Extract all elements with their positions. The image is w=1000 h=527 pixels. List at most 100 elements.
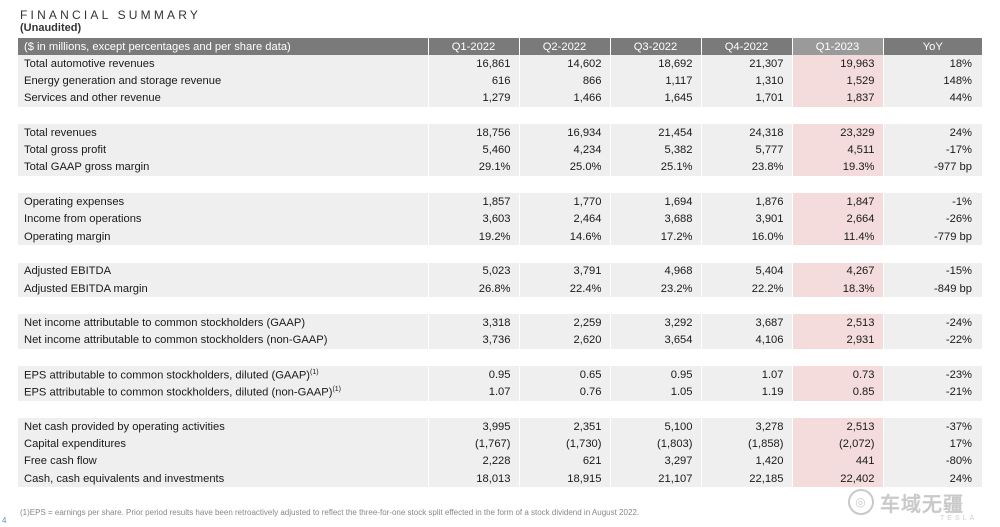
yoy-cell: -37%: [882, 418, 982, 436]
row-label-text: Income from operations: [24, 213, 142, 226]
q1-2023-cell: 0.85: [791, 383, 883, 401]
quarter-value-cell: 2,351: [518, 418, 610, 436]
q1-2023-cell: 2,513: [791, 418, 883, 436]
row-label: Adjusted EBITDA margin: [18, 279, 428, 298]
table-row: EPS attributable to common stockholders,…: [18, 383, 982, 401]
quarter-value-cell: 5,460: [427, 141, 519, 159]
quarter-value-cell: 3,292: [609, 314, 701, 332]
quarter-value-cell: 16,861: [427, 55, 519, 73]
table-spacer-row: [18, 106, 982, 125]
row-label-text: Total automotive revenues: [24, 57, 155, 70]
table-row: Net cash provided by operating activitie…: [18, 418, 982, 436]
row-label: Operating margin: [18, 227, 428, 246]
row-label: EPS attributable to common stockholders,…: [18, 366, 428, 384]
quarter-value-cell: 18,915: [518, 470, 610, 488]
spacer-cell: [18, 176, 982, 194]
table-row: Total automotive revenues 16,861 14,602 18,…: [18, 55, 982, 73]
row-label: Total automotive revenues: [18, 55, 428, 73]
watermark-logo-icon: ◎: [848, 489, 874, 515]
quarter-value-cell: 23.8%: [700, 158, 792, 177]
yoy-cell: -24%: [882, 314, 982, 332]
quarter-value-cell: 14,602: [518, 55, 610, 73]
quarter-value-cell: 21,107: [609, 470, 701, 488]
quarter-value-cell: (1,730): [518, 435, 610, 453]
page-title: FINANCIAL SUMMARY: [20, 8, 202, 22]
quarter-value-cell: 4,968: [609, 262, 701, 280]
yoy-cell: 17%: [882, 435, 982, 453]
quarter-value-cell: (1,858): [700, 435, 792, 453]
row-label-text: Adjusted EBITDA margin: [24, 282, 148, 295]
quarter-value-cell: 21,454: [609, 124, 701, 142]
header-yoy: YoY: [882, 38, 982, 55]
q1-2023-cell: (2,072): [791, 435, 883, 453]
footnote-marker: (1): [332, 385, 341, 393]
quarter-value-cell: 1.07: [700, 366, 792, 384]
quarter-value-cell: 19.2%: [427, 227, 519, 246]
quarter-value-cell: (1,767): [427, 435, 519, 453]
table-spacer-row: [18, 349, 982, 367]
quarter-value-cell: 1.19: [700, 383, 792, 401]
quarter-value-cell: 26.8%: [427, 279, 519, 298]
quarter-value-cell: 21,307: [700, 55, 792, 73]
q1-2023-cell: 2,513: [791, 314, 883, 332]
row-label-text: EPS attributable to common stockholders,…: [24, 386, 333, 399]
yoy-cell: 18%: [882, 55, 982, 73]
row-label: Total gross profit: [18, 141, 428, 159]
yoy-cell: 148%: [882, 72, 982, 90]
table-row: Total revenues 18,756 16,934 21,454 24,318 23…: [18, 124, 982, 142]
yoy-cell: -17%: [882, 141, 982, 159]
table-row: Total GAAP gross margin 29.1% 25.0% 25.1% 23…: [18, 158, 982, 177]
spacer-cell: [18, 245, 982, 263]
quarter-value-cell: 25.1%: [609, 158, 701, 177]
table-row: Adjusted EBITDA margin 26.8% 22.4% 23.2% 22.…: [18, 279, 982, 298]
row-label: Income from operations: [18, 210, 428, 228]
quarter-value-cell: 2,259: [518, 314, 610, 332]
row-label-text: Net income attributable to common stockh…: [24, 334, 328, 347]
quarter-value-cell: 2,228: [427, 452, 519, 471]
quarter-value-cell: 3,278: [700, 418, 792, 436]
row-label-text: EPS attributable to common stockholders,…: [24, 369, 311, 382]
row-label-text: Capital expenditures: [24, 438, 126, 451]
quarter-value-cell: 18,692: [609, 55, 701, 73]
row-label-text: Cash, cash equivalents and investments: [24, 472, 225, 485]
quarter-value-cell: 1,117: [609, 72, 701, 90]
quarter-value-cell: 3,791: [518, 262, 610, 280]
table-spacer-row: [18, 245, 982, 263]
table-row: Income from operations 3,603 2,464 3,688 3,9…: [18, 210, 982, 228]
quarter-value-cell: 24,318: [700, 124, 792, 142]
q1-2023-cell: 2,931: [791, 331, 883, 350]
table-header-row: ($ in millions, except percentages and p…: [18, 38, 982, 55]
quarter-value-cell: 1,701: [700, 89, 792, 107]
quarter-value-cell: 17.2%: [609, 227, 701, 246]
financial-summary-table: ($ in millions, except percentages and p…: [18, 38, 982, 488]
header-units: ($ in millions, except percentages and p…: [18, 38, 428, 55]
footnote-marker: (1): [310, 368, 319, 376]
table-row: Services and other revenue 1,279 1,466 1,64…: [18, 89, 982, 107]
table-spacer-row: [18, 400, 982, 419]
row-label-text: Operating expenses: [24, 196, 125, 209]
table-spacer-row: [18, 297, 982, 315]
row-label: Capital expenditures: [18, 435, 428, 453]
quarter-value-cell: 621: [518, 452, 610, 471]
row-label: Net cash provided by operating activitie…: [18, 418, 428, 436]
quarter-value-cell: 5,100: [609, 418, 701, 436]
table-row: Net income attributable to common stockh…: [18, 314, 982, 332]
quarter-value-cell: 866: [518, 72, 610, 90]
row-label: Net income attributable to common stockh…: [18, 331, 428, 350]
quarter-value-cell: 1,770: [518, 193, 610, 211]
row-label-text: Net cash provided by operating activitie…: [24, 420, 225, 433]
quarter-value-cell: 23.2%: [609, 279, 701, 298]
quarter-value-cell: 5,777: [700, 141, 792, 159]
row-label: Operating expenses: [18, 193, 428, 211]
quarter-value-cell: 22.2%: [700, 279, 792, 298]
header-q1-2022: Q1-2022: [427, 38, 519, 55]
q1-2023-cell: 22,402: [791, 470, 883, 488]
row-label-text: Total GAAP gross margin: [24, 161, 150, 174]
q1-2023-cell: 18.3%: [791, 279, 883, 298]
yoy-cell: -21%: [882, 383, 982, 401]
yoy-cell: -23%: [882, 366, 982, 384]
quarter-value-cell: 1,876: [700, 193, 792, 211]
row-label-text: Services and other revenue: [24, 92, 161, 105]
yoy-cell: -15%: [882, 262, 982, 280]
row-label-text: Free cash flow: [24, 455, 97, 468]
